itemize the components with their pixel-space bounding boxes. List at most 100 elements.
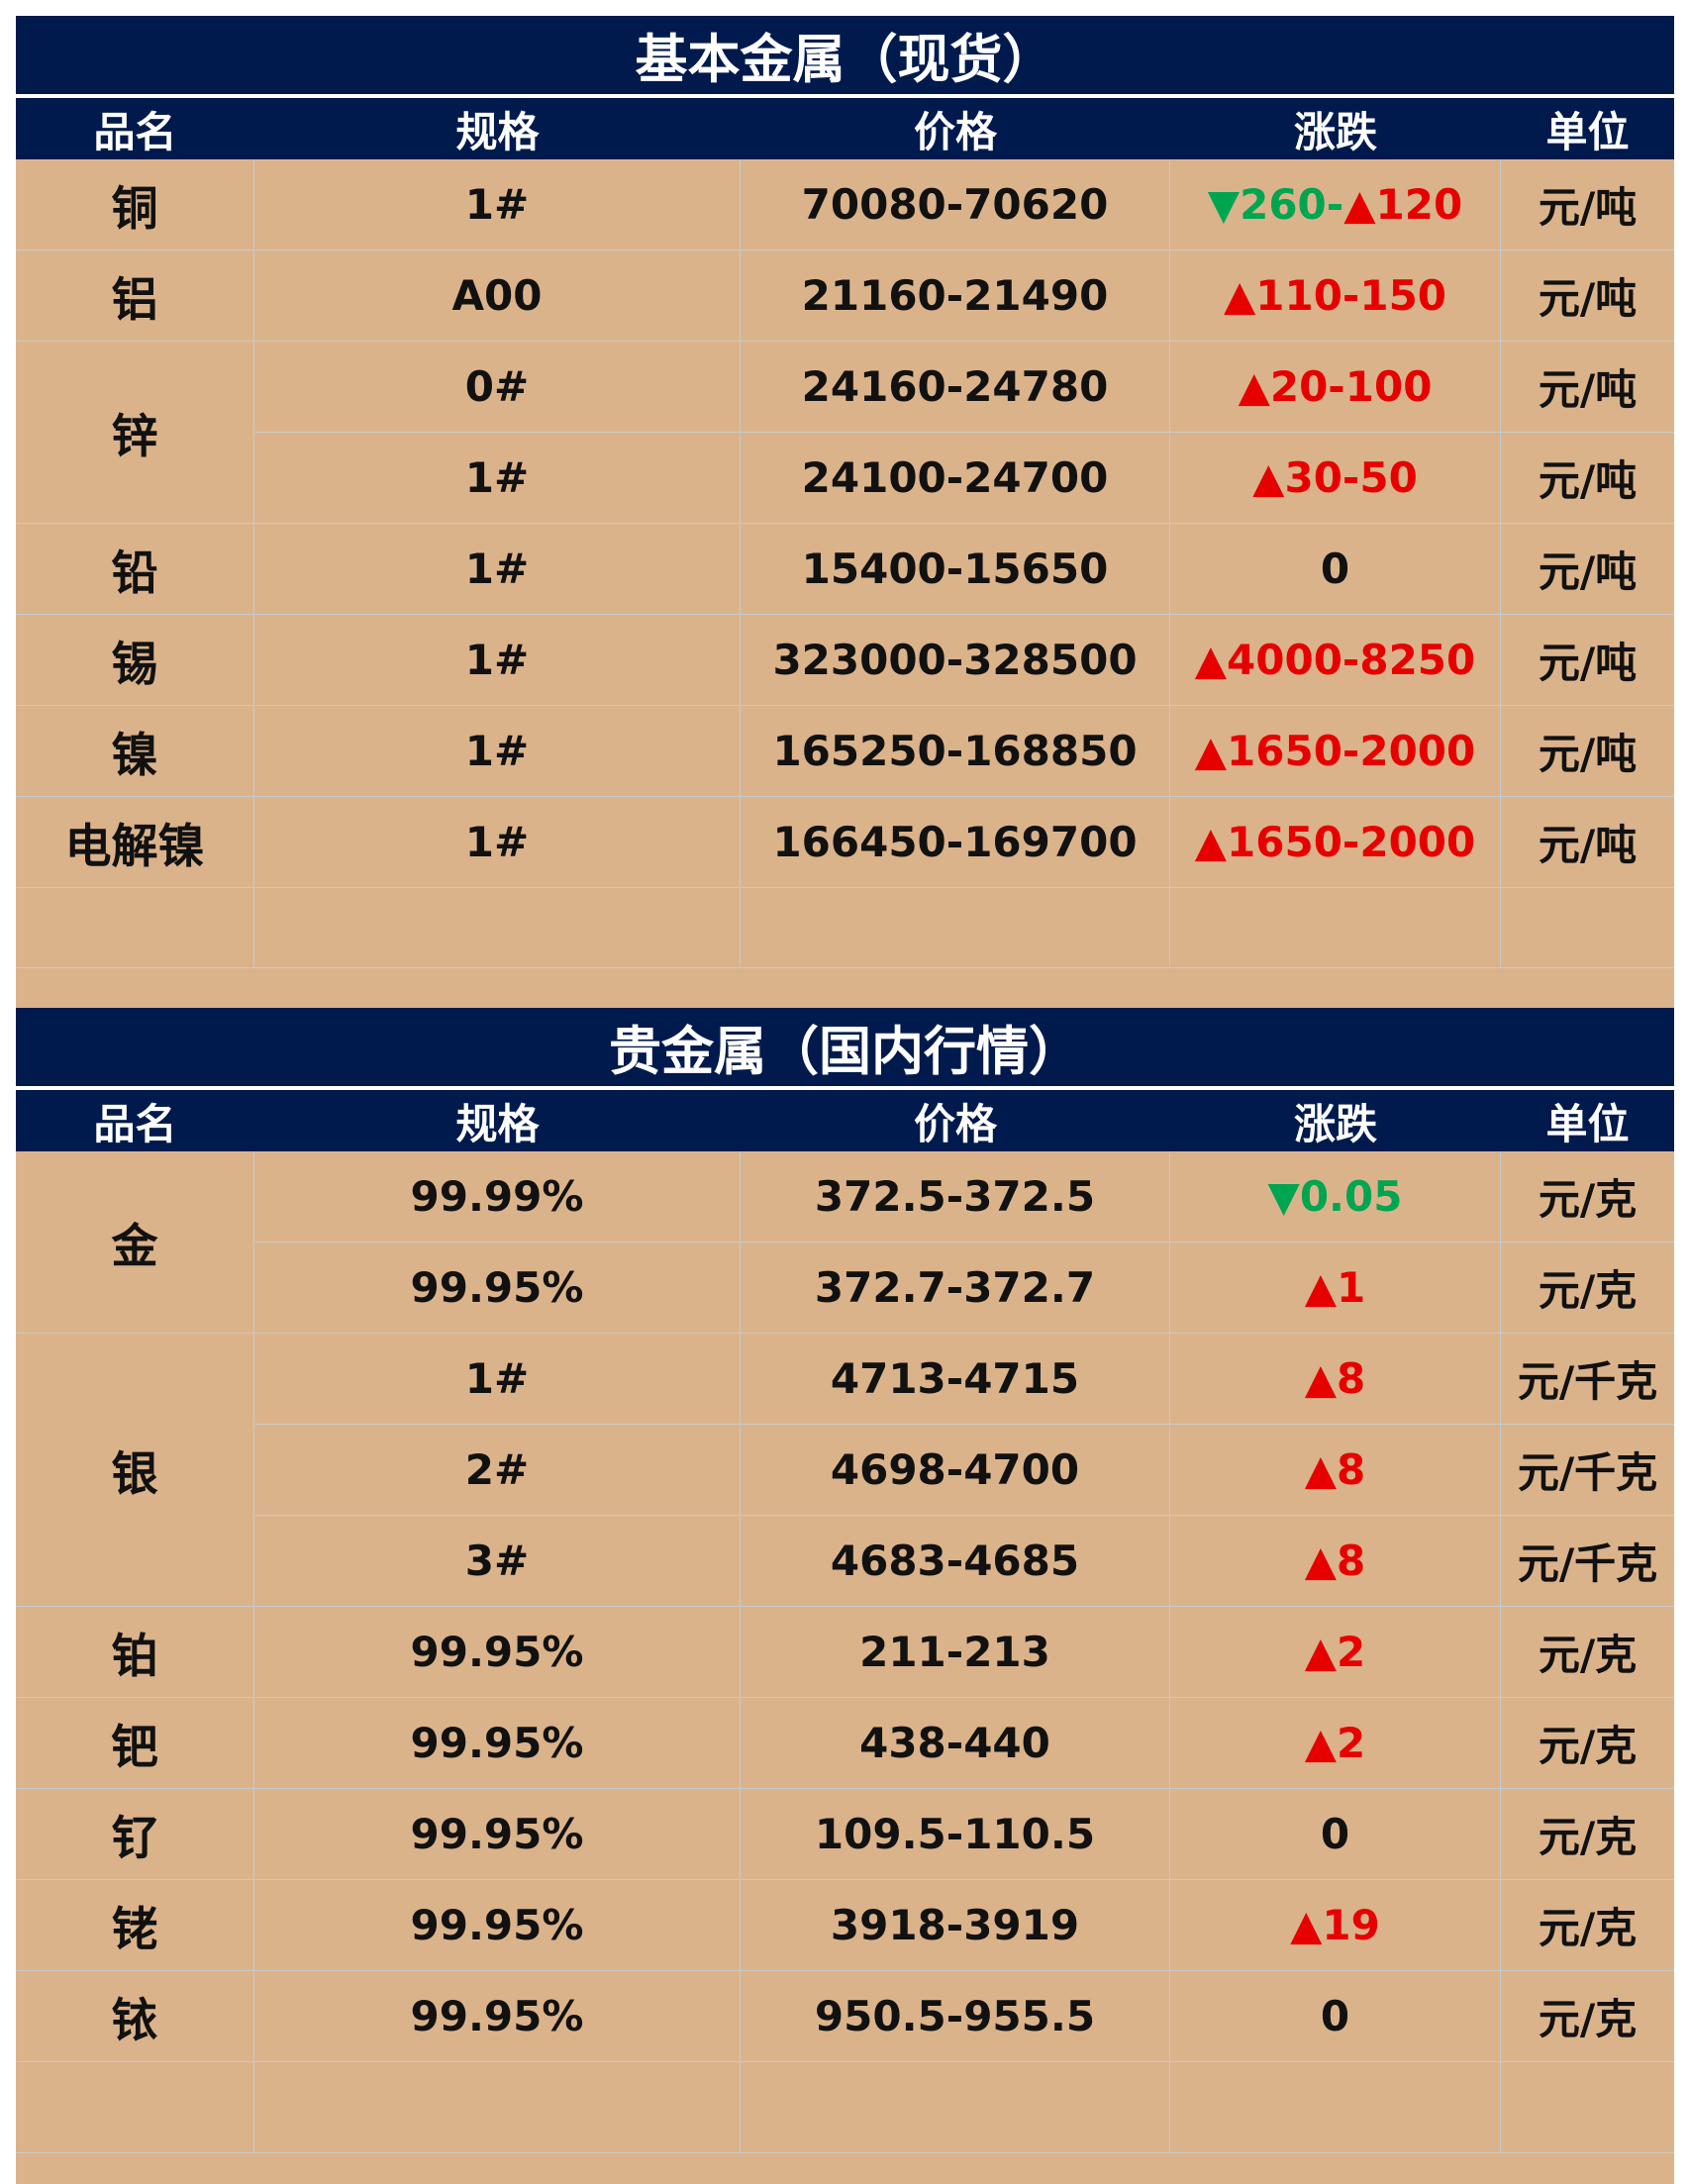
price-cell: 438-440 (741, 1698, 1170, 1789)
change-value: ▲1650-2000 (1194, 727, 1476, 775)
price-cell: 109.5-110.5 (741, 1789, 1170, 1880)
change-value: ▲19 (1290, 1901, 1380, 1949)
spec-cell: 1# (254, 797, 741, 888)
spec-cell: 1# (254, 524, 741, 615)
metal-name-cell: 银 (16, 1334, 254, 1607)
change-value: ▲2 (1304, 1719, 1366, 1767)
unit-cell: 元/克 (1501, 1242, 1674, 1334)
unit-cell: 元/克 (1501, 1607, 1674, 1698)
change-cell: ▲1650-2000 (1170, 797, 1501, 888)
change-cell: ▲8 (1170, 1425, 1501, 1516)
price-cell: 950.5-955.5 (741, 1971, 1170, 2062)
change-cell: ▲20-100 (1170, 342, 1501, 433)
spec-cell: 3# (254, 1516, 741, 1607)
change-cell: ▲1650-2000 (1170, 706, 1501, 797)
unit-cell: 元/吨 (1501, 706, 1674, 797)
price-cell: 323000-328500 (741, 615, 1170, 706)
change-cell: ▲2 (1170, 1607, 1501, 1698)
change-cell: ▲8 (1170, 1334, 1501, 1425)
price-cell: 4683-4685 (741, 1516, 1170, 1607)
change-cell: ▼260- ▲120 (1170, 159, 1501, 250)
spec-cell: 99.95% (254, 1698, 741, 1789)
metal-name-cell: 金 (16, 1151, 254, 1334)
spec-cell: 1# (254, 706, 741, 797)
price-cell: 4713-4715 (741, 1334, 1170, 1425)
column-header-spec: 规格 (455, 1099, 540, 1148)
unit-cell: 元/吨 (1501, 250, 1674, 342)
unit-cell: 元/吨 (1501, 433, 1674, 524)
spec-cell: 1# (254, 615, 741, 706)
price-cell: 211-213 (741, 1607, 1170, 1698)
change-value: ▲8 (1304, 1537, 1366, 1585)
price-cell: 372.5-372.5 (741, 1151, 1170, 1242)
change-value: ▲8 (1304, 1445, 1366, 1494)
change-value: ▼0.05 (1267, 1172, 1403, 1221)
unit-cell: 元/吨 (1501, 524, 1674, 615)
blank-cell (1501, 2062, 1674, 2153)
change-value: ▲120 (1343, 180, 1463, 229)
change-value: ▲4000-8250 (1194, 636, 1476, 684)
column-header-name: 品名 (93, 107, 177, 156)
price-cell: 165250-168850 (741, 706, 1170, 797)
metal-name-cell: 钌 (16, 1789, 254, 1880)
unit-cell: 元/克 (1501, 1151, 1674, 1242)
section-title: 贵金属（国内行情） (16, 1008, 1674, 1086)
change-cell: ▲19 (1170, 1880, 1501, 1971)
column-header-change: 涨跌 (1293, 1099, 1377, 1148)
change-value: 0 (1320, 1810, 1350, 1858)
section-title: 基本金属（现货） (16, 16, 1674, 94)
column-header-unit: 单位 (1545, 1099, 1630, 1148)
price-cell: 24160-24780 (741, 342, 1170, 433)
metal-name-cell: 锡 (16, 615, 254, 706)
spec-cell: 1# (254, 159, 741, 250)
unit-cell: 元/吨 (1501, 615, 1674, 706)
change-value: ▲1650-2000 (1194, 818, 1476, 866)
blank-cell (741, 2062, 1170, 2153)
blank-cell (1501, 888, 1674, 968)
spec-cell: 1# (254, 433, 741, 524)
metal-name-cell: 锌 (16, 342, 254, 524)
change-value: ▼260- (1207, 180, 1344, 229)
change-cell: ▲4000-8250 (1170, 615, 1501, 706)
spec-cell: 0# (254, 342, 741, 433)
spec-cell: 99.99% (254, 1151, 741, 1242)
table-header: 品名 规格 价格 涨跌 单位 (16, 94, 1674, 159)
unit-cell: 元/克 (1501, 1789, 1674, 1880)
change-cell: ▲110-150 (1170, 250, 1501, 342)
change-cell: 0 (1170, 524, 1501, 615)
spec-cell: 2# (254, 1425, 741, 1516)
change-value: ▲2 (1304, 1628, 1366, 1676)
blank-cell (16, 888, 254, 968)
change-cell: ▼0.05 (1170, 1151, 1501, 1242)
unit-cell: 元/克 (1501, 1880, 1674, 1971)
unit-cell: 元/克 (1501, 1971, 1674, 2062)
metal-name-cell: 铂 (16, 1607, 254, 1698)
change-cell: ▲30-50 (1170, 433, 1501, 524)
unit-cell: 元/千克 (1501, 1516, 1674, 1607)
price-cell: 3918-3919 (741, 1880, 1170, 1971)
metal-name-cell: 铜 (16, 159, 254, 250)
spec-cell: 99.95% (254, 1880, 741, 1971)
blank-cell (1170, 2062, 1501, 2153)
price-cell: 21160-21490 (741, 250, 1170, 342)
spec-cell: 99.95% (254, 1789, 741, 1880)
change-value: ▲20-100 (1238, 362, 1433, 411)
column-header-price: 价格 (913, 1099, 997, 1148)
metal-name-cell: 镍 (16, 706, 254, 797)
blank-cell (741, 888, 1170, 968)
change-value: 0 (1320, 545, 1350, 593)
metal-name-cell: 铑 (16, 1880, 254, 1971)
metal-name-cell: 铝 (16, 250, 254, 342)
change-cell: ▲8 (1170, 1516, 1501, 1607)
table-header: 品名 规格 价格 涨跌 单位 (16, 1086, 1674, 1151)
change-cell: 0 (1170, 1789, 1501, 1880)
change-cell: ▲2 (1170, 1698, 1501, 1789)
metal-name-cell: 铱 (16, 1971, 254, 2062)
price-cell: 166450-169700 (741, 797, 1170, 888)
spec-cell: 99.95% (254, 1242, 741, 1334)
metal-name-cell: 钯 (16, 1698, 254, 1789)
metal-name-cell: 电解镍 (16, 797, 254, 888)
unit-cell: 元/克 (1501, 1698, 1674, 1789)
price-cell: 70080-70620 (741, 159, 1170, 250)
change-value: ▲1 (1304, 1263, 1366, 1312)
